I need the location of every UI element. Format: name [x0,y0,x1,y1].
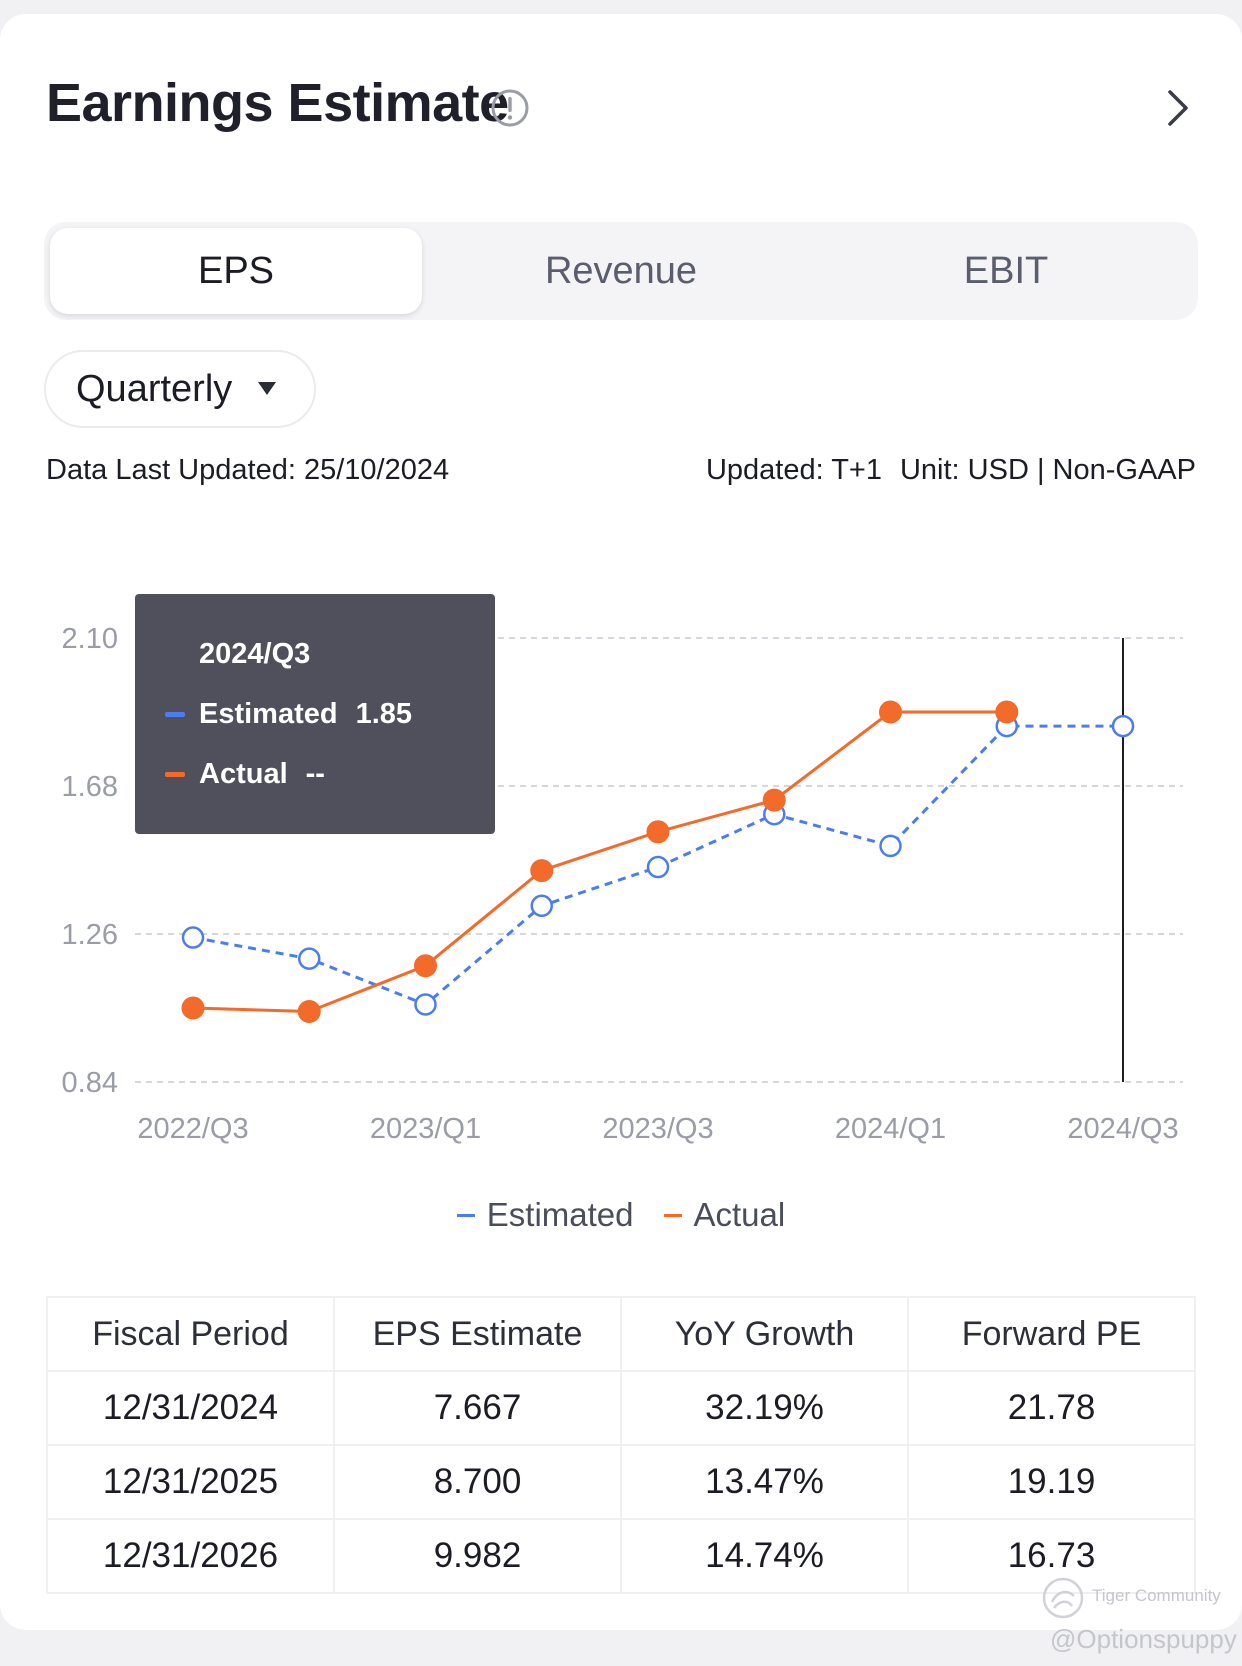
table-header-row: Fiscal Period EPS Estimate YoY Growth Fo… [46,1296,1196,1372]
data-point-actual [995,700,1019,724]
tooltip-actual-label: Actual [199,758,288,790]
caret-down-icon [258,382,276,395]
header-yoy-growth: YoY Growth [620,1296,909,1372]
x-tick-label: 2024/Q3 [1067,1113,1178,1145]
legend-actual[interactable]: Actual [663,1196,786,1234]
cell-forward-pe: 21.78 [907,1370,1196,1446]
tab-revenue[interactable]: Revenue [544,249,698,292]
last-updated-text: Data Last Updated: 25/10/2024 [46,454,450,486]
tooltip-actual-row: Actual -- [165,758,325,791]
chart-legend: Estimated Actual [0,1196,1242,1234]
data-point-actual [181,996,205,1020]
cell-forward-pe: 16.73 [907,1518,1196,1594]
data-point-estimated [298,947,321,970]
cell-forward-pe: 19.19 [907,1444,1196,1520]
x-tick-label: 2023/Q3 [602,1113,713,1145]
period-dropdown-value: Quarterly [76,367,233,410]
info-icon[interactable] [490,88,530,128]
table-row: 12/31/2024 7.667 32.19% 21.78 [46,1370,1196,1446]
data-point-actual [646,820,670,844]
cell-fiscal-period: 12/31/2026 [46,1518,335,1594]
estimates-table: Fiscal Period EPS Estimate YoY Growth Fo… [46,1296,1196,1594]
tooltip-estimated-label: Estimated [199,698,338,730]
estimated-swatch [165,712,185,717]
chart-tooltip: 2024/Q3 Estimated 1.85 Actual -- [135,594,495,834]
actual-swatch [165,772,185,777]
watermark-user: @Optionspuppy [1050,1624,1237,1654]
metric-tabs: EPS Revenue EBIT [44,222,1198,320]
y-tick-label: 1.68 [62,771,118,803]
data-point-actual [879,700,902,724]
update-frequency: Updated: T+1 [705,454,882,486]
header-eps-estimate: EPS Estimate [333,1296,622,1372]
tooltip-estimated-value: 1.85 [355,698,413,730]
data-point-estimated [1111,714,1135,738]
page-title: Earnings Estimate [46,73,509,133]
table-row: 12/31/2026 9.982 14.74% 16.73 [46,1518,1196,1594]
data-point-estimated [414,993,437,1016]
legend-actual-label: Actual [693,1196,786,1233]
data-point-actual [762,788,786,812]
data-point-estimated [530,894,553,918]
legend-estimated-label: Estimated [486,1196,634,1233]
watermark-brand: Tiger Community [1092,1586,1221,1605]
tab-ebit[interactable]: EBIT [963,249,1049,292]
meta-info: Updated: T+1 Unit: USD | Non-GAAP [706,454,1196,487]
series-line-actual [192,710,1007,1014]
tooltip-period: 2024/Q3 [199,638,311,670]
cell-fiscal-period: 12/31/2025 [46,1444,335,1520]
legend-estimated-swatch [456,1213,475,1217]
unit-label: Unit: USD | Non-GAAP [899,454,1196,486]
header-forward-pe: Forward PE [907,1296,1196,1372]
eps-line-chart[interactable]: 2.10 1.68 1.26 0.84 2022/Q3 2023/Q1 2023/Q3 202… [0,560,1242,1180]
data-point-actual [530,859,554,883]
cell-fiscal-period: 12/31/2024 [46,1370,335,1446]
data-point-estimated [879,834,902,858]
chevron-right-icon[interactable] [1160,86,1194,130]
data-point-estimated [646,855,670,879]
tab-eps[interactable]: EPS [50,228,422,314]
table-row: 12/31/2025 8.700 13.47% 19.19 [46,1444,1196,1520]
tooltip-actual-value: -- [305,758,325,790]
tooltip-estimated-row: Estimated 1.85 [165,698,412,731]
legend-actual-swatch [663,1213,682,1217]
legend-estimated[interactable]: Estimated [456,1196,634,1234]
cell-yoy-growth: 14.74% [620,1518,909,1594]
y-tick-label: 0.84 [62,1067,118,1099]
header-fiscal-period: Fiscal Period [46,1296,335,1372]
y-tick-label: 1.26 [62,919,118,951]
data-point-actual [297,1000,321,1024]
cell-yoy-growth: 13.47% [620,1444,909,1520]
x-tick-label: 2024/Q1 [835,1113,946,1145]
cell-eps-estimate: 8.700 [333,1444,622,1520]
cell-yoy-growth: 32.19% [620,1370,909,1446]
x-tick-label: 2022/Q3 [137,1113,248,1145]
data-point-actual [414,954,437,978]
cell-eps-estimate: 9.982 [333,1518,622,1594]
cell-eps-estimate: 7.667 [333,1370,622,1446]
tiger-logo-icon [1042,1577,1084,1619]
data-point-estimated [181,926,205,949]
x-tick-label: 2023/Q1 [370,1113,481,1145]
period-dropdown[interactable]: Quarterly [44,350,316,428]
y-tick-label: 2.10 [62,623,118,655]
